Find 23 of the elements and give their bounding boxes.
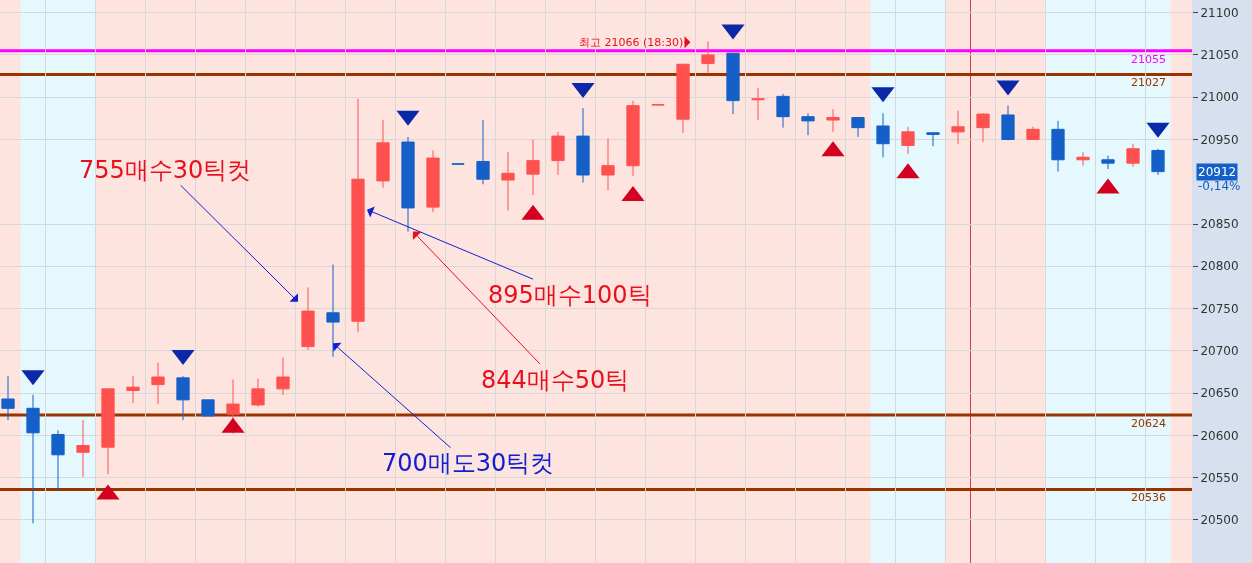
y-tick-label: 21050 xyxy=(1200,48,1239,63)
text: 20912 xyxy=(1198,165,1237,179)
annotation: 755매수30틱컷 xyxy=(79,156,252,184)
y-tick-label: 21000 xyxy=(1200,90,1239,105)
annotation: 844매수50틱 xyxy=(481,366,630,394)
y-tick-label: 20700 xyxy=(1200,344,1239,359)
y-tick-label: 20600 xyxy=(1200,428,1239,443)
y-tick-label: 20750 xyxy=(1200,301,1239,316)
ref-line-label: 21055 xyxy=(1131,53,1166,66)
ref-line-label: 21027 xyxy=(1131,76,1166,89)
y-tick-label: 20650 xyxy=(1200,386,1239,401)
y-tick-label: 20800 xyxy=(1200,259,1239,274)
ref-line-label: 20536 xyxy=(1131,491,1166,504)
y-tick-label: 21100 xyxy=(1200,5,1239,20)
y-tick-label: 20950 xyxy=(1200,132,1239,147)
annotation: 700매도30틱컷 xyxy=(382,449,555,477)
annotation: 895매수100틱 xyxy=(488,281,652,309)
y-tick-label: 20550 xyxy=(1200,470,1239,485)
ref-line-label: 20624 xyxy=(1131,417,1166,430)
y-tick-label: 20850 xyxy=(1200,217,1239,232)
text: -0,14% xyxy=(1198,179,1241,193)
y-tick-label: 20500 xyxy=(1200,513,1239,528)
annotation: 최고 21066 (18:30) xyxy=(579,36,684,49)
